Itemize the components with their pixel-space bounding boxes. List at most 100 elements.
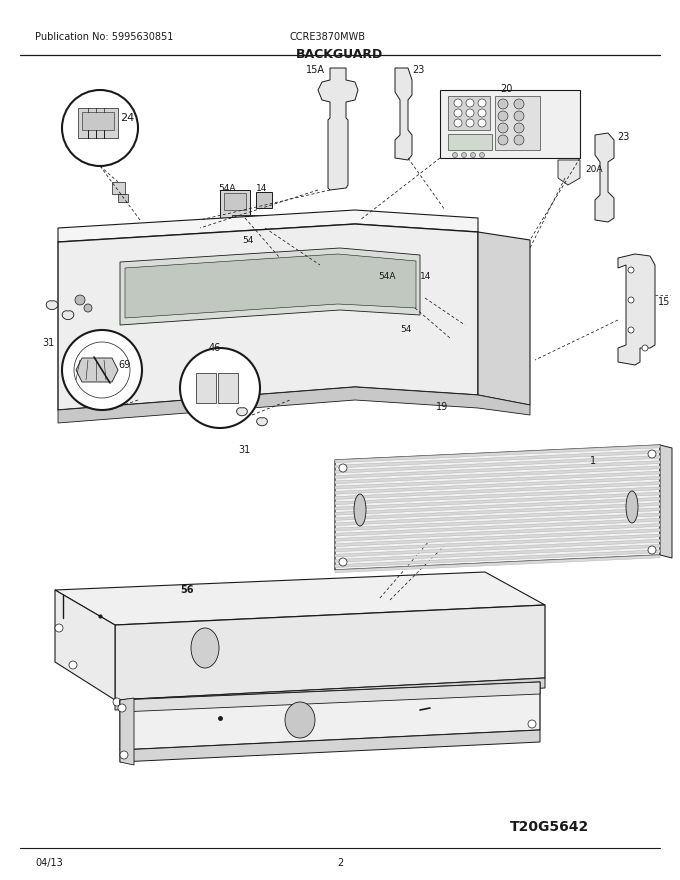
Text: 2: 2 [337, 858, 343, 868]
Text: 56: 56 [180, 585, 194, 595]
Circle shape [528, 720, 536, 728]
Text: 23: 23 [412, 65, 424, 75]
Polygon shape [335, 481, 660, 500]
Polygon shape [58, 224, 478, 410]
Polygon shape [335, 502, 660, 520]
Polygon shape [335, 518, 660, 536]
Polygon shape [256, 192, 272, 208]
Circle shape [628, 327, 634, 333]
Polygon shape [112, 182, 125, 194]
Circle shape [339, 558, 347, 566]
Polygon shape [318, 68, 358, 190]
Text: BACKGUARD: BACKGUARD [296, 48, 384, 61]
Text: Publication No: 5995630851: Publication No: 5995630851 [35, 32, 173, 42]
Circle shape [454, 119, 462, 127]
Polygon shape [55, 590, 115, 700]
Text: 69: 69 [118, 360, 131, 370]
Polygon shape [335, 497, 660, 515]
Polygon shape [120, 682, 540, 712]
Polygon shape [58, 210, 478, 242]
Text: 19: 19 [436, 402, 448, 412]
Polygon shape [448, 96, 490, 130]
Polygon shape [120, 730, 540, 762]
Text: CCRE3870MWB: CCRE3870MWB [290, 32, 366, 42]
Polygon shape [120, 698, 134, 765]
Polygon shape [335, 550, 660, 568]
Polygon shape [115, 605, 545, 700]
Polygon shape [218, 373, 238, 403]
Polygon shape [382, 278, 412, 308]
Text: 04/13: 04/13 [35, 858, 63, 868]
Polygon shape [335, 471, 660, 489]
Polygon shape [390, 305, 424, 320]
Text: 14: 14 [256, 184, 267, 193]
Polygon shape [256, 418, 267, 426]
Circle shape [514, 135, 524, 145]
Polygon shape [120, 682, 540, 750]
Ellipse shape [196, 369, 216, 377]
Text: 20: 20 [500, 84, 512, 94]
Polygon shape [418, 280, 436, 298]
Text: 24: 24 [120, 113, 134, 123]
Text: 20A: 20A [585, 165, 602, 174]
Polygon shape [76, 358, 118, 382]
Polygon shape [495, 96, 540, 150]
Circle shape [452, 152, 458, 158]
Circle shape [466, 119, 474, 127]
Ellipse shape [191, 628, 219, 668]
Polygon shape [55, 572, 545, 625]
Text: 15A: 15A [306, 65, 325, 75]
Polygon shape [335, 534, 660, 552]
Polygon shape [335, 451, 660, 468]
Circle shape [84, 304, 92, 312]
Circle shape [498, 123, 508, 133]
Circle shape [69, 661, 77, 669]
Circle shape [339, 464, 347, 472]
Circle shape [118, 704, 126, 712]
Circle shape [479, 152, 484, 158]
Polygon shape [335, 476, 660, 495]
Circle shape [498, 135, 508, 145]
Polygon shape [120, 248, 420, 325]
Circle shape [648, 450, 656, 458]
Polygon shape [335, 545, 660, 562]
Polygon shape [335, 487, 660, 504]
Text: 14: 14 [420, 272, 431, 281]
Polygon shape [335, 513, 660, 531]
Circle shape [113, 698, 121, 706]
Text: 15: 15 [658, 297, 670, 307]
Ellipse shape [354, 494, 366, 526]
Polygon shape [335, 555, 660, 573]
Polygon shape [448, 134, 492, 150]
Circle shape [466, 99, 474, 107]
Circle shape [498, 111, 508, 121]
Circle shape [642, 345, 648, 351]
Ellipse shape [626, 491, 638, 523]
Text: 31: 31 [42, 338, 54, 348]
Polygon shape [595, 133, 614, 222]
Polygon shape [660, 445, 672, 558]
Ellipse shape [285, 702, 315, 738]
Circle shape [514, 111, 524, 121]
Polygon shape [115, 678, 545, 710]
Polygon shape [335, 508, 660, 525]
Polygon shape [440, 90, 580, 158]
Polygon shape [196, 373, 216, 403]
Circle shape [466, 109, 474, 117]
Circle shape [454, 99, 462, 107]
Polygon shape [335, 524, 660, 541]
Circle shape [180, 348, 260, 428]
Polygon shape [232, 215, 265, 232]
Polygon shape [335, 445, 660, 463]
Polygon shape [78, 108, 118, 138]
Text: T20G5642: T20G5642 [510, 820, 590, 834]
Circle shape [454, 109, 462, 117]
Polygon shape [335, 529, 660, 546]
Circle shape [462, 152, 466, 158]
Circle shape [514, 123, 524, 133]
Polygon shape [335, 456, 660, 473]
Circle shape [75, 295, 85, 305]
Polygon shape [558, 160, 580, 185]
Circle shape [628, 267, 634, 273]
Polygon shape [220, 190, 250, 218]
